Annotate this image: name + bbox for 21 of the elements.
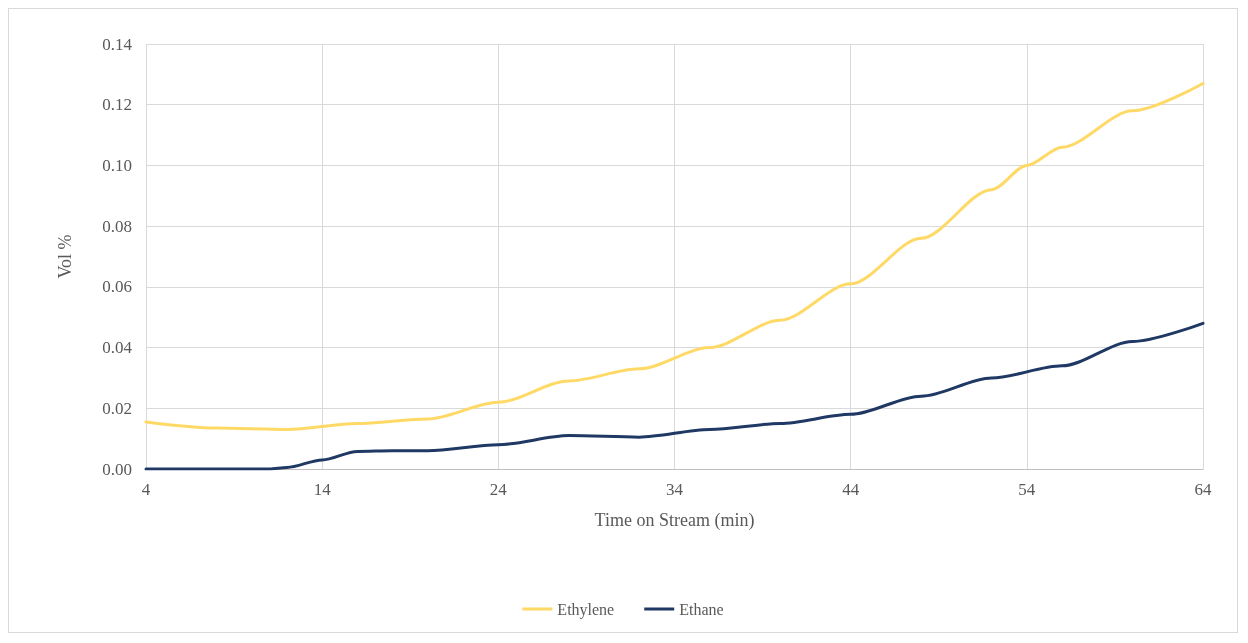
x-tick-label: 34 — [666, 480, 684, 499]
y-tick-label: 0.10 — [102, 155, 132, 175]
y-tick-label: 0.12 — [102, 95, 132, 115]
x-axis-title: Time on Stream (min) — [594, 510, 755, 531]
y-axis-title: Vol % — [55, 234, 75, 279]
line-series — [144, 81, 1205, 432]
x-tick-label: 44 — [842, 480, 860, 499]
y-tick-label: 0.14 — [102, 34, 133, 54]
x-tick-label: 24 — [489, 480, 508, 499]
x-tick-label: 64 — [1194, 480, 1212, 499]
y-tick-label: 0.08 — [102, 216, 132, 236]
line-series — [144, 321, 1205, 471]
y-tick-label: 0.06 — [102, 277, 132, 297]
y-tick-label: 0.04 — [102, 338, 133, 358]
x-tick-label: 54 — [1018, 480, 1036, 499]
y-tick-label: 0.02 — [102, 398, 132, 418]
legend-label: Ethane — [679, 600, 724, 618]
x-tick-label: 14 — [313, 480, 332, 499]
x-tick-label: 4 — [141, 480, 151, 499]
legend-label: Ethylene — [557, 600, 615, 619]
y-tick-label: 0.00 — [102, 459, 132, 479]
